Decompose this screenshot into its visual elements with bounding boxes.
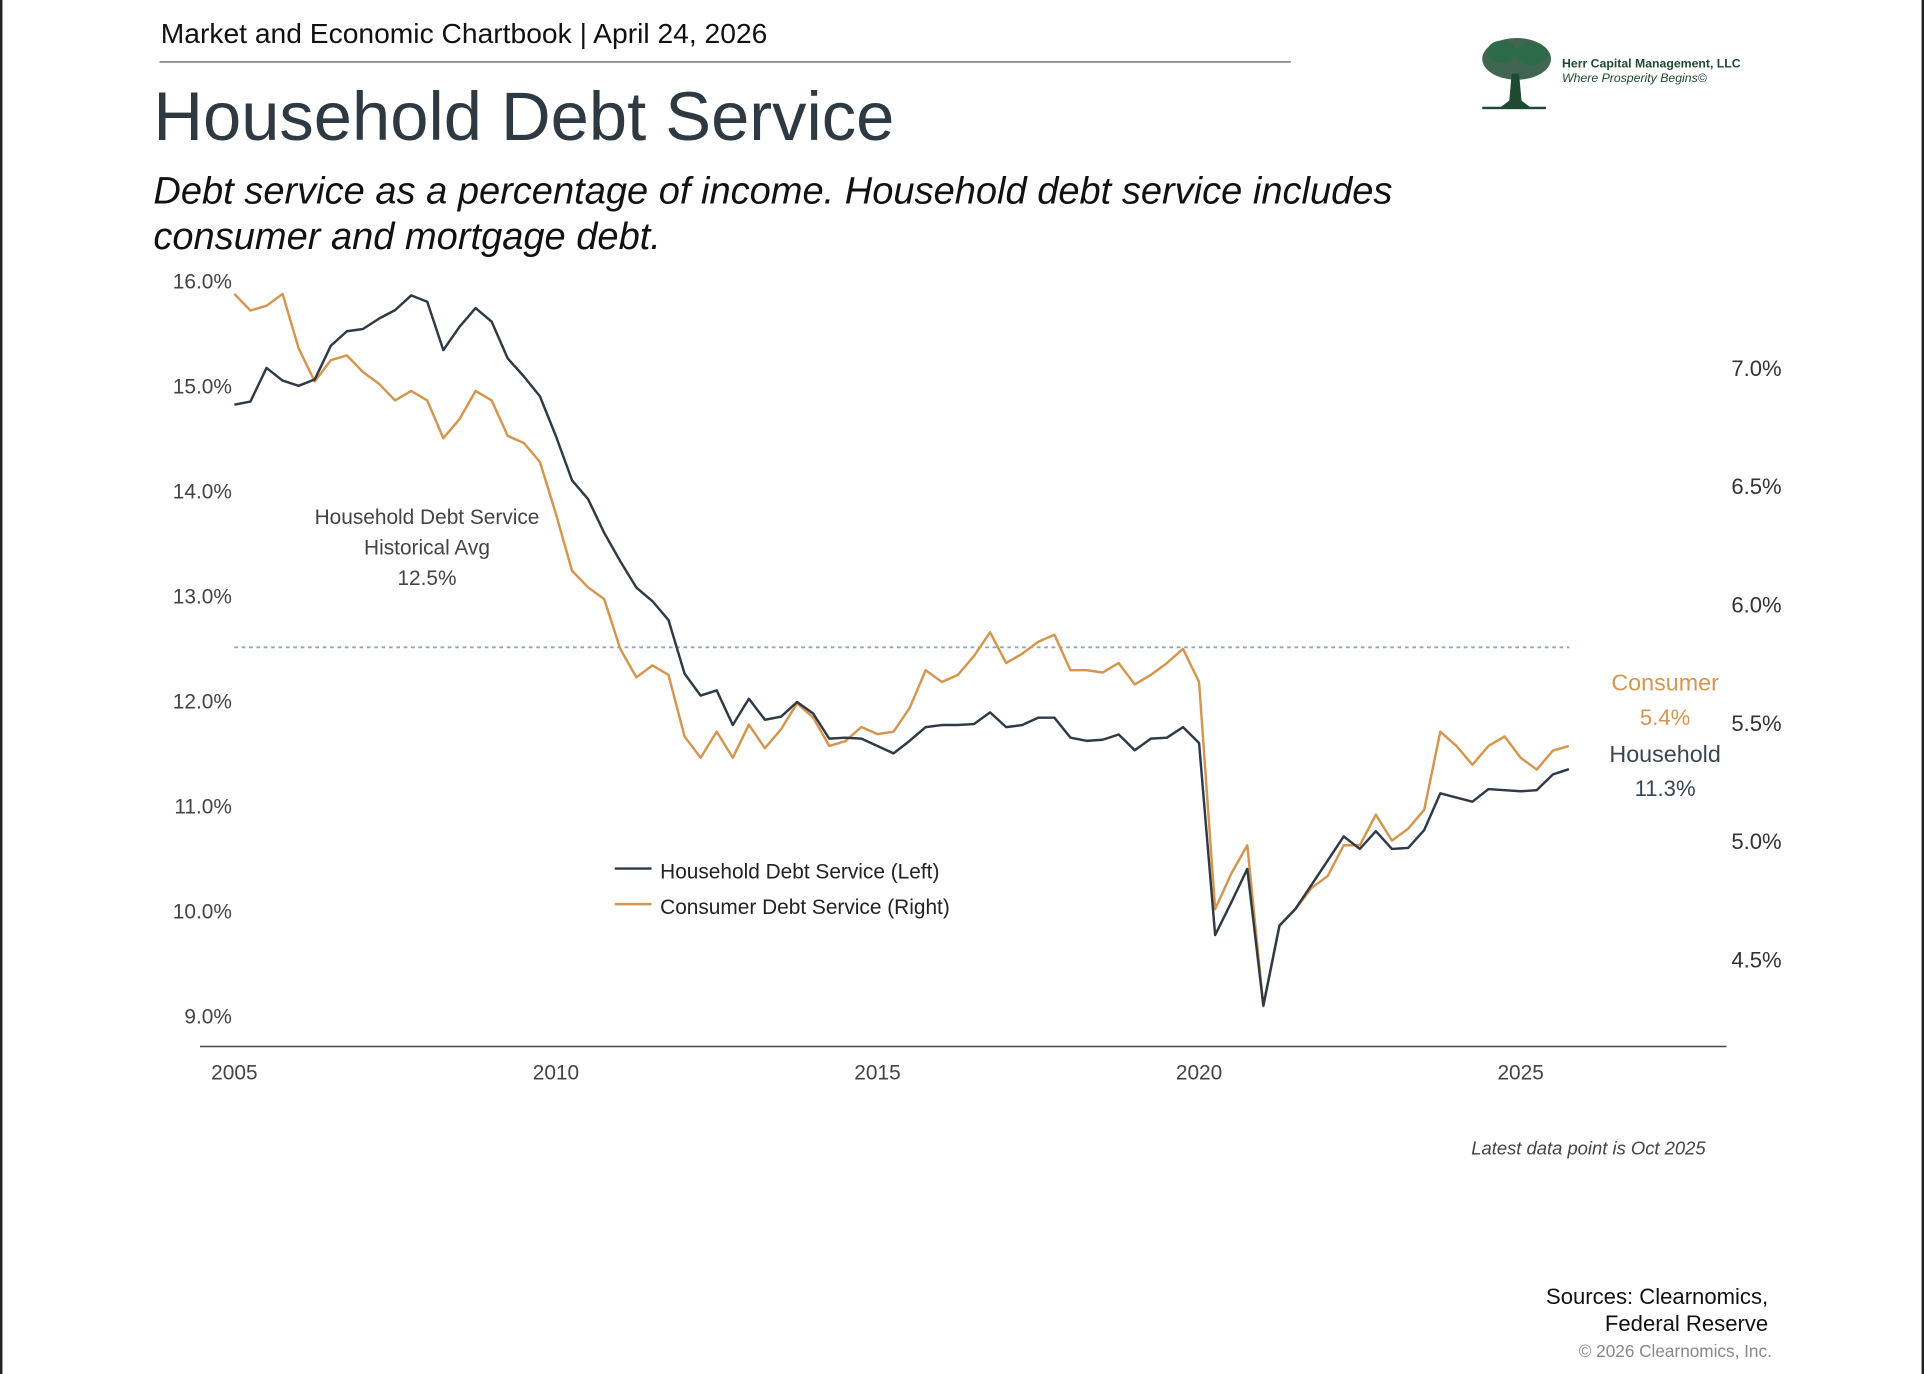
end-label-consumer-value: 5.4%: [1640, 705, 1690, 730]
right-axis-tick-label: 5.0%: [1731, 829, 1781, 854]
header-divider: [159, 61, 1291, 63]
consumer-series-line: [233, 292, 1570, 1008]
end-label-household-name: Household: [1609, 741, 1720, 767]
left-axis-tick-label: 11.0%: [174, 795, 232, 818]
household-series-line: [234, 294, 1570, 1007]
reference-label-line1: Household Debt Service: [315, 506, 540, 529]
copyright: © 2026 Clearnomics, Inc.: [1578, 1340, 1772, 1361]
page-title: Household Debt Service: [153, 77, 895, 155]
reference-label-value: 12.5%: [397, 567, 456, 590]
sources-line2: Federal Reserve: [1604, 1311, 1769, 1336]
sources: Sources: Clearnomics, Federal Reserve: [1546, 1283, 1768, 1337]
legend-label-consumer: Consumer Debt Service (Right): [660, 896, 950, 919]
right-axis-tick-label: 5.5%: [1731, 711, 1781, 736]
right-axis-tick-label: 6.0%: [1731, 593, 1781, 618]
end-label-consumer-name: Consumer: [1611, 670, 1719, 696]
x-axis-tick-label: 2025: [1497, 1062, 1543, 1085]
logo-tagline: Where Prosperity Begins©: [1562, 72, 1707, 86]
x-axis-tick-label: 2005: [211, 1062, 257, 1085]
left-axis-tick-label: 12.0%: [173, 690, 232, 713]
left-axis-tick-label: 14.0%: [173, 480, 232, 503]
right-axis-tick-label: 7.0%: [1731, 356, 1781, 381]
right-axis-tick-label: 6.5%: [1731, 474, 1781, 499]
right-axis-tick-label: 4.5%: [1731, 947, 1781, 972]
x-axis-tick-label: 2010: [533, 1062, 579, 1085]
end-label-household-value: 11.3%: [1635, 776, 1696, 801]
left-axis-tick-label: 15.0%: [173, 375, 232, 398]
left-axis-tick-label: 13.0%: [173, 585, 232, 608]
reference-label-line2: Historical Avg: [364, 537, 490, 560]
left-axis-tick-label: 10.0%: [173, 900, 232, 923]
latest-data-note: Latest data point is Oct 2025: [1471, 1138, 1706, 1160]
left-axis-tick-label: 16.0%: [173, 270, 232, 293]
sources-line1: Sources: Clearnomics,: [1545, 1284, 1769, 1309]
subtitle: Debt service as a percentage of income. …: [153, 169, 1393, 258]
legend-label-household: Household Debt Service (Left): [660, 860, 939, 883]
x-axis-tick-label: 2015: [854, 1062, 900, 1085]
x-axis-tick-label: 2020: [1176, 1062, 1222, 1085]
header: Market and Economic Chartbook | April 24…: [160, 17, 768, 50]
logo-company-name: Herr Capital Management, LLC: [1562, 57, 1741, 72]
tree-logo-icon: [1482, 38, 1551, 110]
left-axis-tick-label: 9.0%: [184, 1006, 232, 1029]
